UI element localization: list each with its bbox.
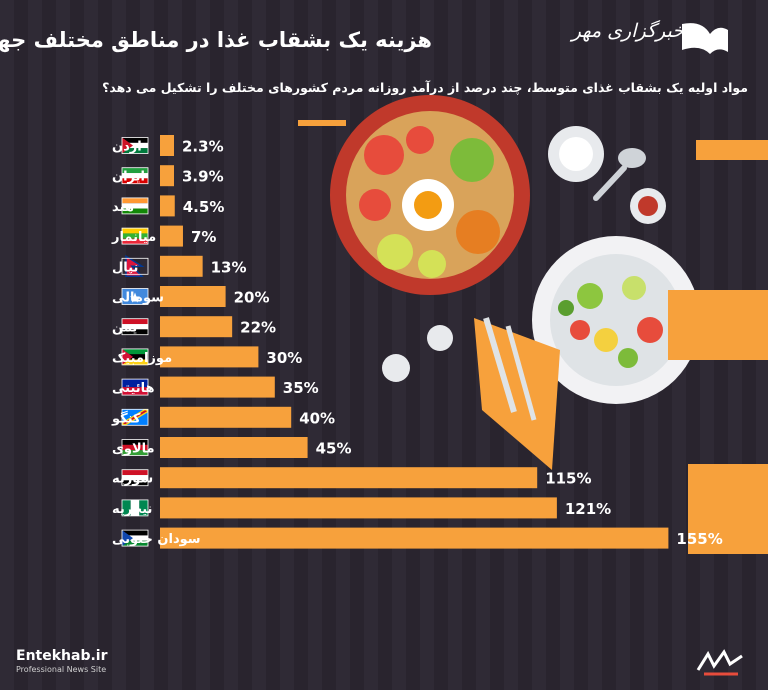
chart-title: هزینه یک بشقاب غذا در مناطق مختلف جهان (0, 28, 432, 52)
myanmar-flag-icon (121, 227, 149, 245)
bar (160, 467, 538, 489)
bar-value-label: 30% (266, 349, 302, 367)
india-flag-icon (121, 197, 149, 215)
decorative-orange-panels (298, 120, 768, 554)
category-label: کنگو (111, 410, 141, 426)
mehr-logo-icon (682, 23, 728, 54)
bar-value-label: 115% (545, 470, 591, 488)
tableware-illustration (382, 126, 666, 470)
congo-flag-icon (121, 408, 149, 426)
entekhab-logo-icon (696, 649, 743, 676)
bar (160, 376, 275, 398)
bar-value-label: 35% (283, 379, 319, 397)
bar (160, 135, 174, 156)
category-label: سودان جنوبی (112, 532, 201, 547)
category-label: میانمار (111, 230, 156, 245)
category-label: اردن (112, 140, 142, 155)
category-label: موزامبیک (112, 351, 172, 366)
bar (160, 346, 259, 368)
bar (160, 286, 226, 307)
category-label: مالاوی (112, 442, 155, 457)
chart-subtitle: مواد اولیه یک بشقاب غذای متوسط، چند درصد… (102, 80, 748, 95)
bar (160, 225, 183, 247)
bar (160, 406, 292, 428)
bar (160, 195, 175, 217)
bar-value-label: 3.9% (182, 168, 224, 186)
yemen-flag-icon (121, 318, 149, 336)
bar (160, 255, 203, 277)
iran-flag-icon (121, 167, 149, 185)
malawi-flag-icon (121, 439, 149, 456)
bar (160, 497, 557, 519)
category-label: نپال (112, 260, 138, 275)
syria-flag-icon (121, 469, 149, 487)
haiti-flag-icon (121, 378, 149, 396)
bar (160, 165, 174, 187)
category-label: هائیتی (112, 381, 155, 396)
bar (160, 527, 669, 549)
category-label: سومالی (112, 291, 164, 306)
mozambique-flag-icon (121, 348, 149, 366)
bar-value-label: 121% (565, 500, 611, 518)
category-label: یمن (112, 321, 137, 336)
category-label: نیجریه (112, 502, 152, 517)
bar (160, 316, 233, 338)
somalia-flag-icon (121, 288, 149, 305)
bar-value-label: 7% (191, 228, 216, 246)
bars-layer: 2.3% اردن 3.9% ایران 4.5% هند 7% میانمار 13% نپال… (111, 135, 723, 549)
noodle-bowl-illustration (330, 95, 530, 295)
bar-value-label: 20% (234, 289, 270, 307)
bar-value-label: 155% (676, 530, 722, 548)
bar-value-label: 13% (211, 258, 247, 276)
category-label: ایران (112, 170, 145, 185)
jordan-flag-icon (121, 137, 149, 154)
south-sudan-flag-icon (121, 529, 149, 547)
bar-value-label: 40% (299, 409, 335, 427)
bar-value-label: 45% (316, 440, 352, 458)
category-label: سوریه (112, 472, 153, 487)
category-label: هند (112, 200, 134, 215)
nepal-flag-icon (121, 254, 149, 278)
entekhab-brand: Entekhab.ir Professional News Site (16, 648, 108, 674)
entekhab-brand-name: Entekhab.ir (16, 648, 108, 664)
entekhab-tagline: Professional News Site (16, 665, 107, 674)
nigeria-flag-icon (121, 499, 149, 517)
salad-plate-illustration (532, 236, 700, 404)
bar (160, 437, 308, 458)
bar-value-label: 2.3% (182, 138, 224, 156)
bar-value-label: 4.5% (183, 198, 225, 216)
bar-value-label: 22% (240, 319, 276, 337)
mehr-logo-text: خبرگزاری مهر (571, 20, 684, 42)
